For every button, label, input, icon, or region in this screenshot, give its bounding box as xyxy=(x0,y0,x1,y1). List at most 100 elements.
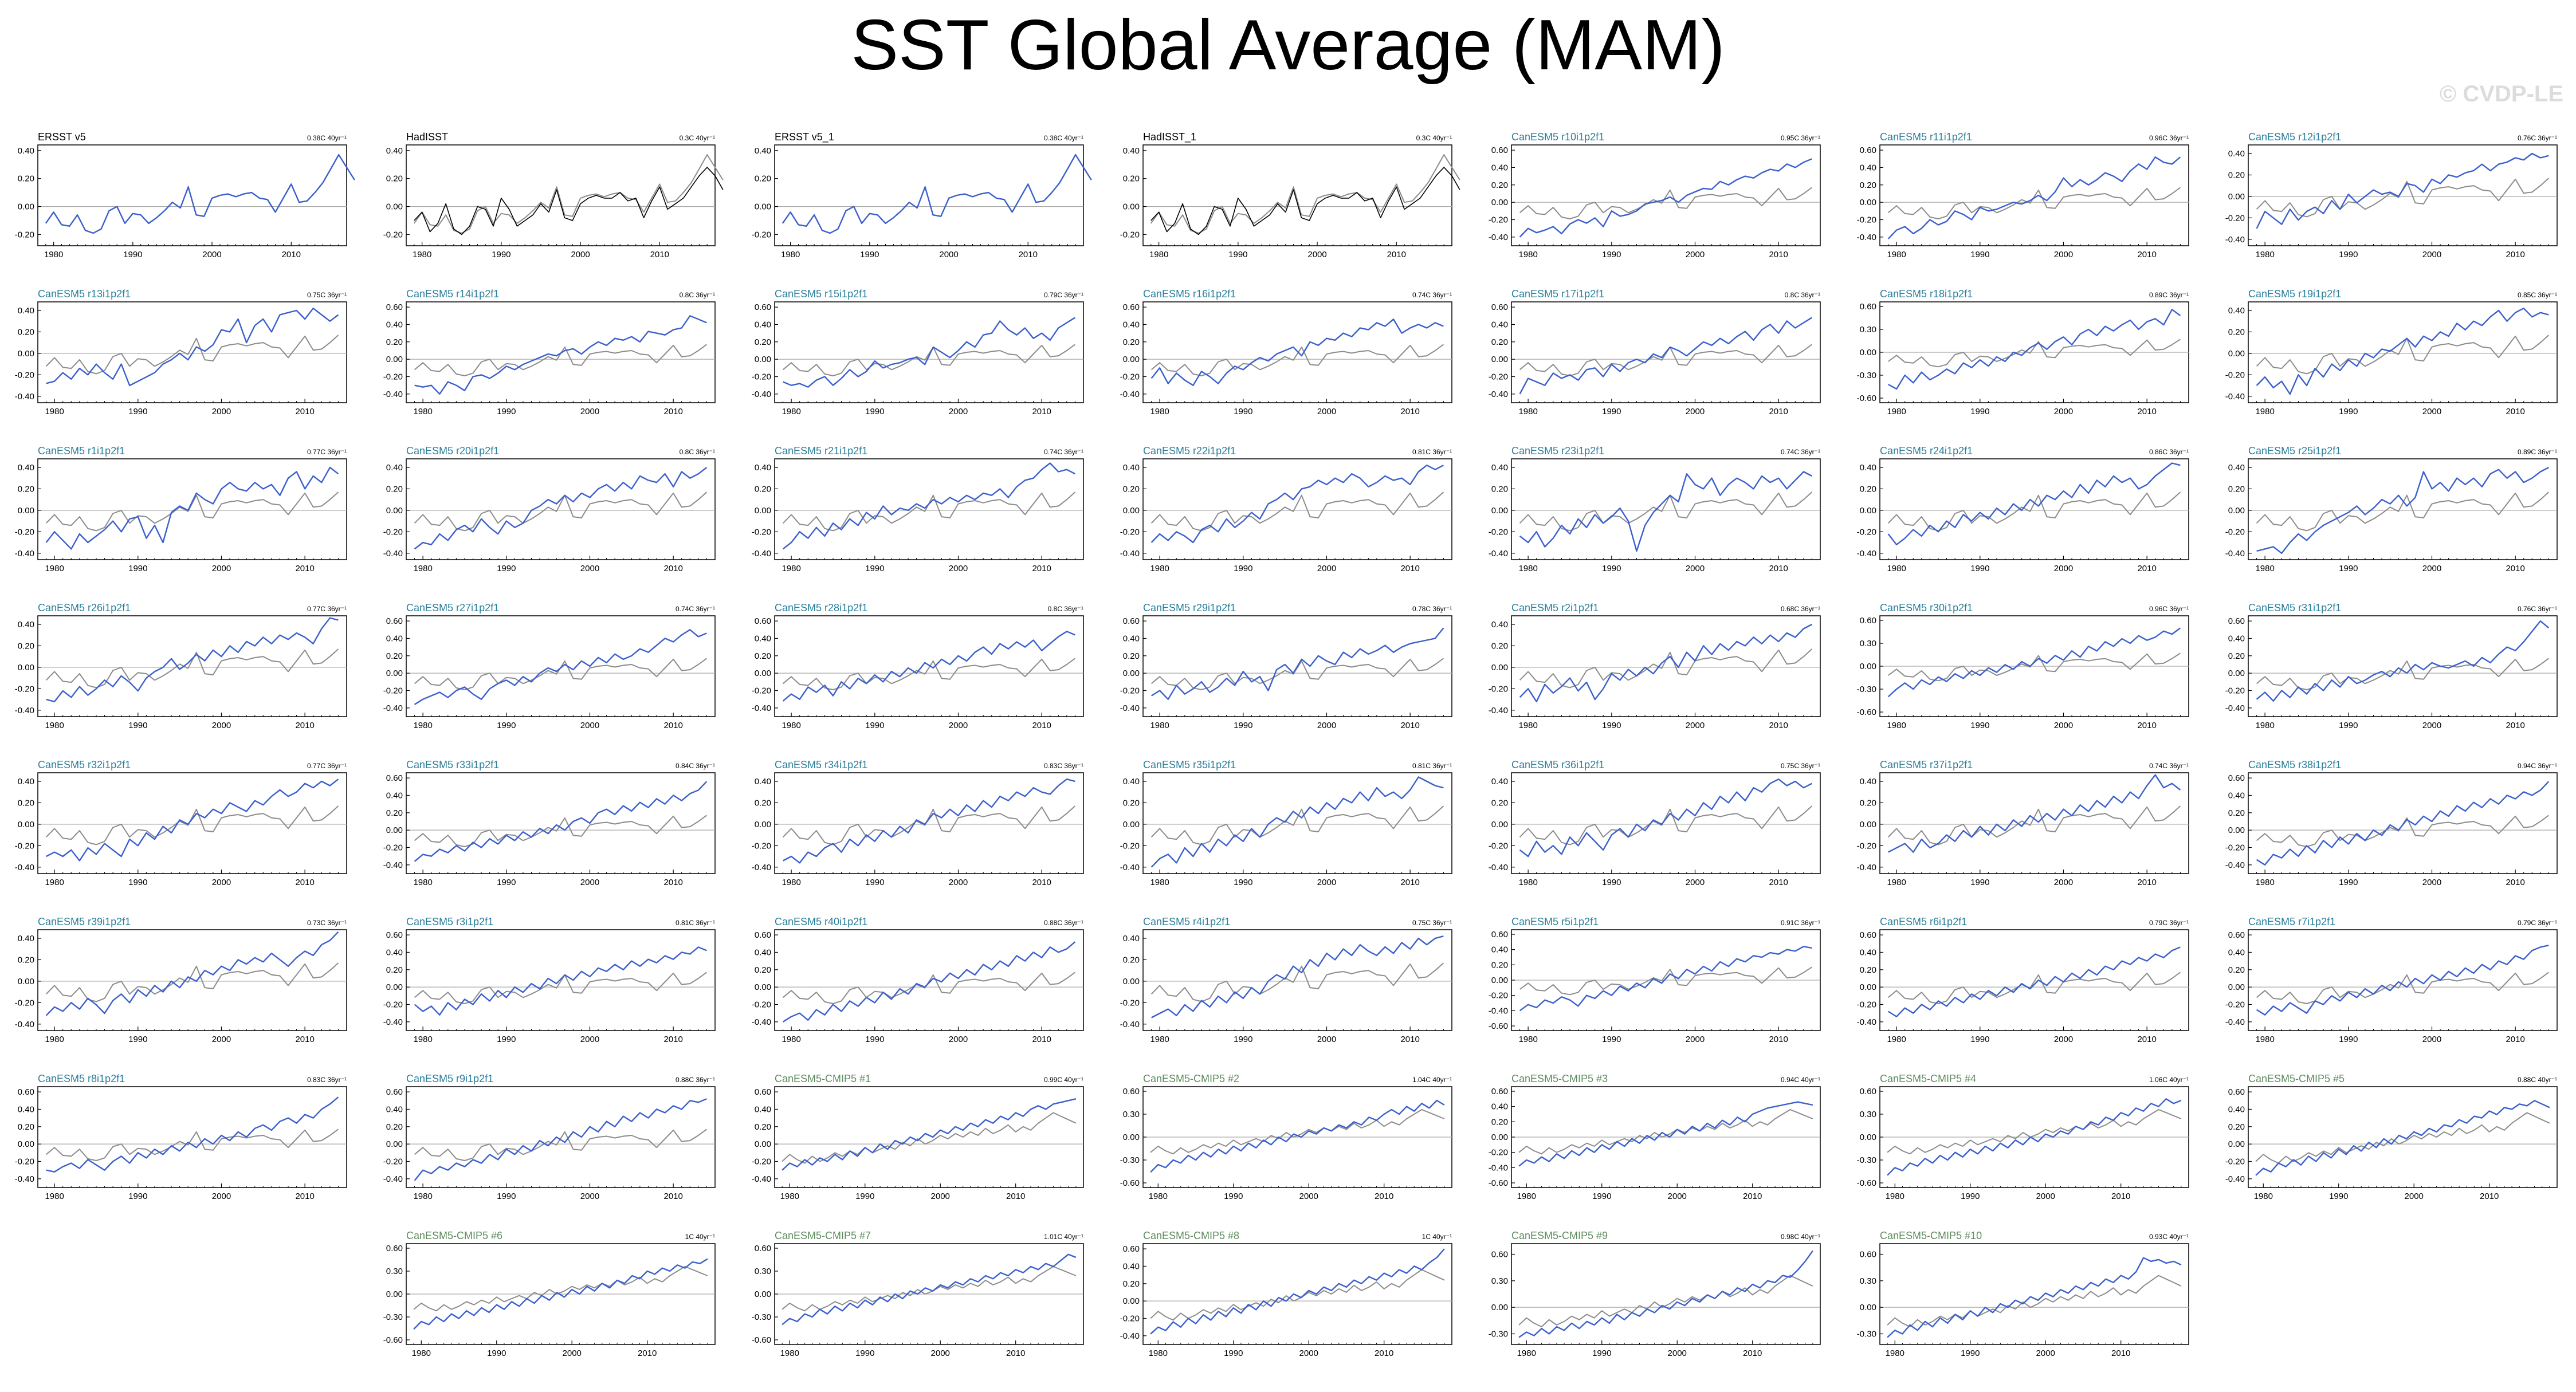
panel-trend: 0.81C 36yr⁻¹ xyxy=(1412,762,1452,770)
y-tick-label: -0.20 xyxy=(1120,841,1140,851)
y-tick-label: 0.00 xyxy=(1491,820,1508,829)
y-tick-label: -0.20 xyxy=(383,1000,403,1009)
x-tick-label: 1990 xyxy=(128,1192,147,1201)
y-tick-label: 0.00 xyxy=(18,506,34,516)
panel-title: CanESM5 r4i1p2f1 xyxy=(1143,916,1230,927)
panel-title: CanESM5 r9i1p2f1 xyxy=(406,1073,493,1084)
panel-trend: 0.88C 36yr⁻¹ xyxy=(1044,919,1083,927)
y-tick-label: -0.20 xyxy=(2225,1000,2245,1009)
panel: CanESM5-CMIP5 #10 0.93C 40yr⁻¹ 0.60 0.30 0.0… xyxy=(1857,1230,2189,1358)
panel: CanESM5 r36i1p2f1 0.75C 36yr⁻¹ 0.40 0.20 0.0… xyxy=(1489,759,1821,887)
x-tick-label: 1980 xyxy=(1150,407,1169,416)
y-tick-label: -0.40 xyxy=(1489,390,1508,399)
panel-trend: 0.79C 36yr⁻¹ xyxy=(2149,919,2189,927)
y-tick-label: -0.20 xyxy=(1857,527,1876,537)
x-tick-label: 1990 xyxy=(860,250,879,259)
panel-trend: 1.01C 40yr⁻¹ xyxy=(1044,1233,1083,1241)
panel: CanESM5 r22i1p2f1 0.81C 36yr⁻¹ 0.40 0.20 0.0… xyxy=(1120,445,1452,573)
reference-series-line xyxy=(1887,187,2181,219)
y-tick-label: 0.00 xyxy=(1123,1296,1140,1306)
y-tick-label: 0.40 xyxy=(2228,463,2245,473)
panel-title: ERSST v5_1 xyxy=(775,131,834,143)
y-tick-label: 0.20 xyxy=(1491,960,1508,970)
panel: CanESM5 r31i1p2f1 0.76C 36yr⁻¹ 0.60 0.40 0.2… xyxy=(2225,602,2558,730)
x-tick-label: 2010 xyxy=(1032,1035,1051,1044)
y-tick-label: 0.60 xyxy=(2228,773,2245,783)
main-series-line xyxy=(46,778,339,862)
y-tick-label: 0.30 xyxy=(1860,639,1876,648)
panel-frame xyxy=(406,929,716,1031)
y-tick-label: -0.60 xyxy=(1857,707,1876,717)
x-tick-label: 2010 xyxy=(1769,564,1788,573)
x-tick-label: 2010 xyxy=(2506,564,2524,573)
panel-trend: 0.8C 36yr⁻¹ xyxy=(1785,291,1820,299)
y-tick-label: 0.40 xyxy=(1123,320,1140,329)
x-tick-label: 1990 xyxy=(2339,721,2358,730)
panel-frame xyxy=(406,458,716,560)
panel-title: CanESM5 r31i1p2f1 xyxy=(2248,602,2341,614)
panel-title: CanESM5-CMIP5 #6 xyxy=(406,1230,502,1241)
y-tick-label: 0.20 xyxy=(1123,651,1140,661)
x-tick-label: 1980 xyxy=(45,1035,64,1044)
y-tick-label: 0.00 xyxy=(1123,977,1140,986)
y-tick-label: 0.20 xyxy=(755,1122,771,1132)
x-tick-label: 2010 xyxy=(650,250,669,259)
panel-trend: 1.04C 40yr⁻¹ xyxy=(1412,1076,1452,1084)
x-tick-label: 2000 xyxy=(2422,878,2441,887)
reference-series-line xyxy=(1887,972,2181,1004)
x-tick-label: 2010 xyxy=(2111,1192,2130,1201)
main-series-line xyxy=(2256,466,2549,554)
y-tick-label: 0.00 xyxy=(1860,662,1876,671)
y-tick-label: 0.40 xyxy=(18,620,34,630)
panel-trend: 0.83C 36yr⁻¹ xyxy=(307,1076,347,1084)
y-tick-label: 0.00 xyxy=(386,669,403,678)
panel-trend: 0.77C 36yr⁻¹ xyxy=(307,605,347,613)
y-tick-label: -0.60 xyxy=(1857,1178,1876,1188)
main-series-line xyxy=(782,1253,1077,1326)
panel-frame xyxy=(774,458,1084,560)
y-tick-label: -0.40 xyxy=(1857,549,1876,559)
main-series-line xyxy=(46,1096,339,1173)
y-tick-label: 0.20 xyxy=(2228,1122,2245,1132)
y-tick-label: -0.30 xyxy=(1857,685,1876,694)
x-tick-label: 2010 xyxy=(1769,250,1788,259)
y-tick-label: 0.60 xyxy=(386,1087,403,1097)
panel-title: HadISST xyxy=(406,131,448,143)
panel: CanESM5-CMIP5 #2 1.04C 40yr⁻¹ 0.60 0.30 0.00… xyxy=(1120,1073,1452,1201)
panel-trend: 0.38C 40yr⁻¹ xyxy=(1044,134,1083,142)
x-tick-label: 2000 xyxy=(931,1192,950,1201)
x-tick-label: 1980 xyxy=(1517,1348,1536,1358)
reference-series-line xyxy=(414,491,708,532)
main-series-line xyxy=(45,931,339,1016)
x-tick-label: 1980 xyxy=(1518,1035,1537,1044)
main-series-line xyxy=(1887,156,2181,239)
panel-title: CanESM5 r2i1p2f1 xyxy=(1511,602,1599,614)
panel: CanESM5 r29i1p2f1 0.78C 36yr⁻¹ 0.60 0.40 0.2… xyxy=(1120,602,1452,730)
y-tick-label: 0.20 xyxy=(18,327,34,337)
main-series-line xyxy=(783,778,1075,864)
x-tick-label: 1980 xyxy=(413,1192,432,1201)
panel-title: CanESM5 r20i1p2f1 xyxy=(406,445,499,457)
y-tick-label: -0.30 xyxy=(1489,1329,1508,1339)
y-tick-label: 0.40 xyxy=(386,146,403,156)
reference-series-line xyxy=(2256,491,2550,532)
y-tick-label: 0.20 xyxy=(755,651,771,661)
panel: CanESM5-CMIP5 #4 1.06C 40yr⁻¹ 0.60 0.30 0.00… xyxy=(1857,1073,2189,1201)
x-tick-label: 2010 xyxy=(295,721,314,730)
panel: CanESM5 r40i1p2f1 0.88C 36yr⁻¹ 0.60 0.40 0.2… xyxy=(752,916,1084,1044)
x-tick-label: 2010 xyxy=(295,878,314,887)
y-tick-label: 0.60 xyxy=(1860,930,1876,940)
panel-title: CanESM5 r11i1p2f1 xyxy=(1880,131,1972,143)
y-tick-label: 0.30 xyxy=(1860,325,1876,335)
y-tick-label: -0.60 xyxy=(1120,1178,1140,1188)
x-tick-label: 2000 xyxy=(2422,564,2441,573)
x-tick-label: 1980 xyxy=(782,721,800,730)
y-tick-label: 0.20 xyxy=(755,484,771,494)
y-tick-label: 0.00 xyxy=(1123,820,1140,829)
main-series-line xyxy=(45,154,355,234)
y-tick-label: 0.60 xyxy=(755,616,771,626)
x-tick-label: 2000 xyxy=(2422,250,2441,259)
panel-title: CanESM5 r36i1p2f1 xyxy=(1511,759,1604,770)
x-tick-label: 1990 xyxy=(1961,1348,1980,1358)
panel-trend: 0.81C 36yr⁻¹ xyxy=(676,919,715,927)
